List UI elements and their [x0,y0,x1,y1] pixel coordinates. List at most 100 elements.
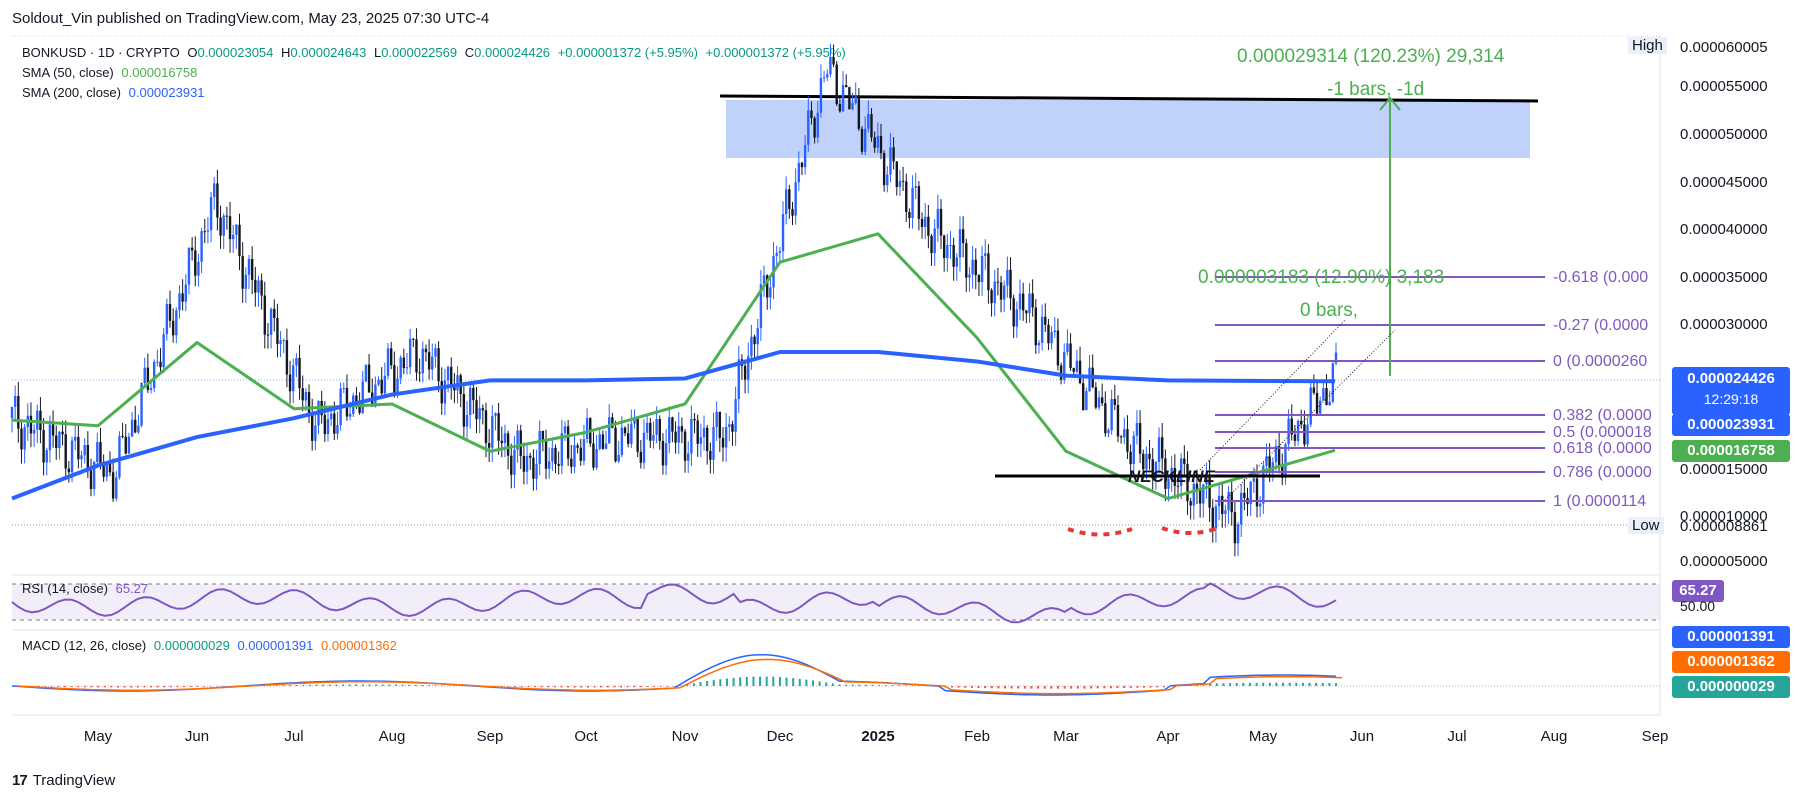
candle-body [181,293,184,302]
macd-legend[interactable]: MACD (12, 26, close) 0.000000029 0.00000… [22,638,401,653]
candle-body [702,427,706,438]
macd-line [11,653,1337,696]
time-label: Sep [476,728,504,745]
candle-body [822,77,826,79]
candle-body [421,348,424,374]
high-value: 0.000024643 [290,45,367,60]
candle-body [816,112,819,138]
candle-body [942,235,946,259]
measure-arrowhead [1379,96,1401,111]
candle-body [241,256,244,289]
candle-body [1258,503,1262,507]
high-label-axis: High [1628,37,1667,54]
candle-body [263,295,266,335]
candle-body [434,348,437,357]
candle-body [336,425,339,434]
time-label: Mar [1053,728,1079,745]
candle-body [108,462,112,473]
candle-body [1059,365,1063,380]
candle-body [380,379,383,394]
candle-body [500,440,503,444]
candle-body [879,136,883,154]
candle-body [775,252,778,256]
candle-body [254,279,257,293]
candle-body [709,450,712,460]
candle-body [1129,451,1132,465]
candle-body [595,448,598,468]
low-label-axis: Low [1628,517,1664,534]
candle-body [696,420,699,444]
candle-body [794,182,797,216]
candle-body [105,462,108,477]
candle-body [80,455,83,460]
candle-body [1312,387,1316,393]
candle-body [712,426,715,460]
candle-body [1072,368,1075,372]
candle-body [345,387,349,417]
candle-body [908,212,911,218]
candle-body [1157,437,1161,463]
candle-body [121,435,124,437]
candle-body [661,440,665,466]
candle-body [1034,307,1038,346]
candle-body [759,284,763,329]
candle-body [718,411,722,438]
candle-body [152,361,156,389]
candle-body [273,308,276,318]
candle-body [1161,437,1164,459]
candle-body [307,392,311,413]
tick-label: 0.000015000 [1680,461,1768,478]
candle-body [96,442,99,463]
candle-body [728,424,731,427]
candle-body [137,425,140,433]
candle-body [933,228,936,254]
candle-body [92,462,96,490]
candle-body [1069,343,1072,369]
time-label: Jul [284,728,304,745]
candle-body [491,416,494,448]
sma200-legend[interactable]: SMA (200, close) 0.000023931 [22,85,209,100]
tradingview-brand[interactable]: 17 TradingView [12,772,115,789]
sma50-legend[interactable]: SMA (50, close) 0.000016758 [22,65,201,80]
candle-body [219,217,222,236]
candle-body [412,338,415,340]
candle-body [1230,491,1233,513]
candle-body [408,338,412,368]
candle-body [611,417,614,428]
candle-body [29,415,33,434]
candle-body [487,443,491,448]
low-value-axis: 0.000008861 [1680,518,1768,535]
candle-body [579,447,582,461]
candle-body [200,231,203,262]
publisher-line: Soldout_Vin published on TradingView.com… [12,10,490,27]
candle-body [690,418,693,454]
candle-body [1192,483,1196,506]
tick-label: 0.000010000 [1680,508,1768,525]
sma50-value: 0.000016758 [121,65,198,80]
candle-body [503,433,507,444]
candle-body [819,78,823,113]
candle-body [1167,479,1170,489]
candle-body [443,380,447,404]
open-value: 0.000023054 [197,45,274,60]
candle-body [636,418,639,452]
symbol-name[interactable]: BONKUSD · 1D · CRYPTO [22,45,180,60]
candle-body [993,281,996,304]
candle-body [348,413,352,417]
candle-body [1003,285,1006,300]
candle-body [51,424,55,436]
candle-body [399,357,402,379]
candle-body [984,253,987,257]
candle-body [165,303,169,335]
candle-body [304,392,308,401]
candle-body [731,424,734,432]
rsi-legend[interactable]: RSI (14, close) 65.27 [22,581,152,596]
candle-body [905,181,908,213]
candle-body [472,387,475,401]
candle-body [1170,467,1173,480]
candle-body [592,443,595,468]
candle-body [1183,458,1186,464]
candle-body [857,96,861,129]
candle-body [955,257,959,267]
